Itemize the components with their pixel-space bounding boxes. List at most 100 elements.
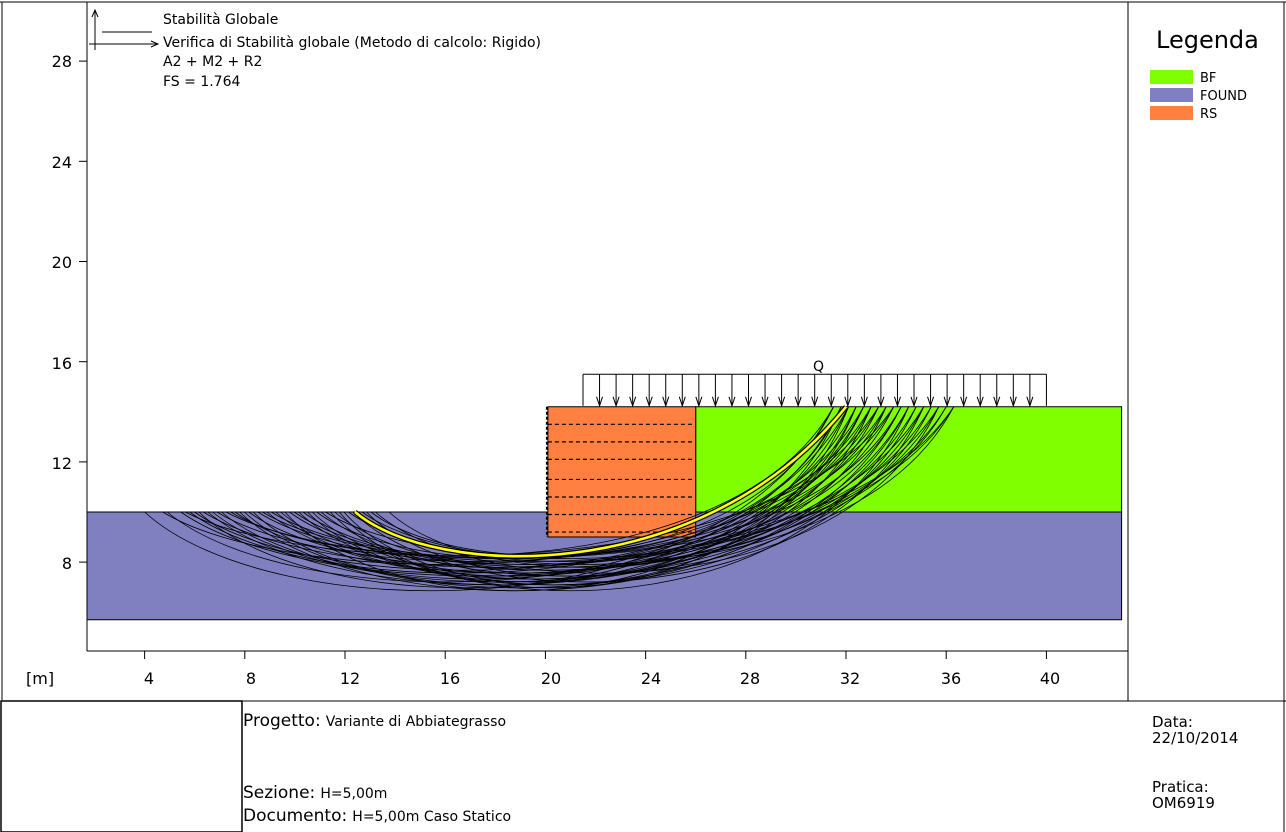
pratica-key: Pratica: bbox=[1152, 778, 1209, 796]
layer-bf bbox=[695, 406, 1123, 513]
slip-surface bbox=[361, 406, 902, 560]
slip-surface bbox=[388, 406, 887, 568]
load-arrow-head bbox=[678, 396, 686, 408]
progetto-row: Progetto: Variante di Abbiategrasso bbox=[243, 711, 506, 731]
logo-box bbox=[0, 700, 243, 832]
load-arrow-head bbox=[910, 396, 918, 408]
x-tick-label: 8 bbox=[246, 669, 256, 688]
y-tick-label: 12 bbox=[52, 454, 72, 473]
slip-surface bbox=[239, 406, 902, 592]
slip-surface bbox=[244, 406, 909, 589]
x-tick-label: 24 bbox=[641, 669, 661, 688]
sezione-value: H=5,00m bbox=[320, 786, 388, 802]
soil-layers bbox=[86, 406, 1123, 621]
critical-surface bbox=[354, 405, 848, 558]
load-arrow-head bbox=[1009, 396, 1017, 408]
data-block: Data: 22/10/2014 bbox=[1152, 714, 1238, 746]
load-arrow-head bbox=[877, 396, 885, 408]
data-key: Data: bbox=[1152, 713, 1193, 731]
legend-swatches bbox=[1150, 70, 1193, 120]
legend-item-bf: BF bbox=[1200, 71, 1216, 86]
load-arrow-head bbox=[728, 396, 736, 408]
x-tick-label: 28 bbox=[740, 669, 760, 688]
load-arrow-head bbox=[860, 396, 868, 408]
slip-surface bbox=[162, 406, 879, 565]
y-tick-label: 28 bbox=[52, 52, 72, 71]
x-tick-label: 40 bbox=[1040, 669, 1060, 688]
pratica-block: Pratica: OM6919 bbox=[1152, 779, 1215, 811]
slip-surface bbox=[307, 406, 857, 583]
slip-surface bbox=[338, 406, 849, 589]
slip-surface bbox=[198, 406, 842, 589]
x-tick-label: 16 bbox=[440, 669, 460, 688]
header-combination: A2 + M2 + R2 bbox=[163, 54, 262, 70]
legend-swatch-found bbox=[1150, 88, 1193, 102]
load-arrow-head bbox=[893, 396, 901, 408]
slip-surface bbox=[366, 406, 872, 577]
load-label: Q bbox=[813, 359, 824, 375]
load-arrow-head bbox=[629, 396, 637, 408]
documento-value: H=5,00m Caso Statico bbox=[352, 809, 512, 825]
load-arrow-head bbox=[596, 396, 604, 408]
header-title: Stabilità Globale bbox=[163, 12, 278, 28]
x-tick-label: 4 bbox=[144, 669, 154, 688]
y-tick-label: 16 bbox=[52, 354, 72, 373]
load-arrow-head bbox=[1026, 396, 1034, 408]
load-arrow-head bbox=[711, 396, 719, 408]
load-arrow-head bbox=[745, 396, 752, 408]
critical-slip-surface bbox=[353, 405, 848, 559]
slip-surface bbox=[352, 406, 925, 583]
documento-row: Documento: H=5,00m Caso Statico bbox=[243, 806, 511, 826]
surcharge-load bbox=[582, 373, 1047, 408]
slip-surfaces bbox=[144, 406, 955, 592]
documento-key: Documento: bbox=[243, 806, 348, 826]
x-tick-label: 32 bbox=[840, 669, 860, 688]
load-arrow-head bbox=[993, 396, 1001, 408]
reinforcement-lines bbox=[545, 406, 694, 538]
y-tick-label: 8 bbox=[62, 554, 72, 573]
load-arrow-head bbox=[695, 396, 703, 408]
load-arrow-head bbox=[976, 396, 984, 408]
legend-item-rs: RS bbox=[1200, 107, 1217, 122]
load-arrow-head bbox=[645, 396, 653, 408]
load-arrow-head bbox=[811, 396, 819, 408]
pratica-value: OM6919 bbox=[1152, 794, 1215, 812]
x-tick-label: 20 bbox=[541, 669, 561, 688]
load-arrow-head bbox=[927, 396, 935, 408]
axis-unit: [m] bbox=[26, 669, 54, 688]
slip-surface bbox=[252, 406, 849, 586]
load-arrow-head bbox=[612, 396, 620, 408]
y-tick-label: 24 bbox=[52, 153, 72, 172]
slip-surface bbox=[194, 406, 872, 571]
x-tick-label: 36 bbox=[941, 669, 961, 688]
slip-surface bbox=[293, 406, 947, 568]
load-arrow-head bbox=[960, 396, 968, 408]
slip-surface bbox=[311, 406, 864, 580]
header-subtitle: Verifica di Stabilità globale (Metodo di… bbox=[163, 35, 541, 51]
direction-arrow-icon bbox=[89, 8, 160, 50]
progetto-value: Variante di Abbiategrasso bbox=[325, 714, 507, 730]
slip-surface bbox=[330, 406, 910, 592]
slip-surface bbox=[144, 406, 834, 592]
slip-surface bbox=[284, 406, 842, 592]
sezione-row: Sezione: H=5,00m bbox=[243, 783, 387, 803]
load-arrow-head bbox=[662, 396, 670, 408]
load-arrow-head bbox=[943, 396, 951, 408]
legend-swatch-rs bbox=[1150, 106, 1193, 120]
legend-swatch-bf bbox=[1150, 70, 1193, 84]
load-arrow-head bbox=[844, 396, 852, 408]
progetto-key: Progetto: bbox=[243, 711, 321, 731]
legend-title: Legenda bbox=[1156, 26, 1259, 54]
slip-surface bbox=[262, 406, 955, 562]
load-arrow-head bbox=[761, 396, 769, 408]
sezione-key: Sezione: bbox=[243, 783, 316, 803]
axes bbox=[79, 2, 1128, 659]
legend-item-found: FOUND bbox=[1200, 89, 1247, 104]
load-arrow-head bbox=[827, 396, 835, 408]
slip-surface bbox=[370, 406, 842, 557]
y-tick-label: 20 bbox=[52, 253, 72, 272]
x-tick-label: 12 bbox=[340, 669, 360, 688]
load-arrow-head bbox=[794, 396, 802, 408]
slip-surface bbox=[343, 406, 857, 586]
